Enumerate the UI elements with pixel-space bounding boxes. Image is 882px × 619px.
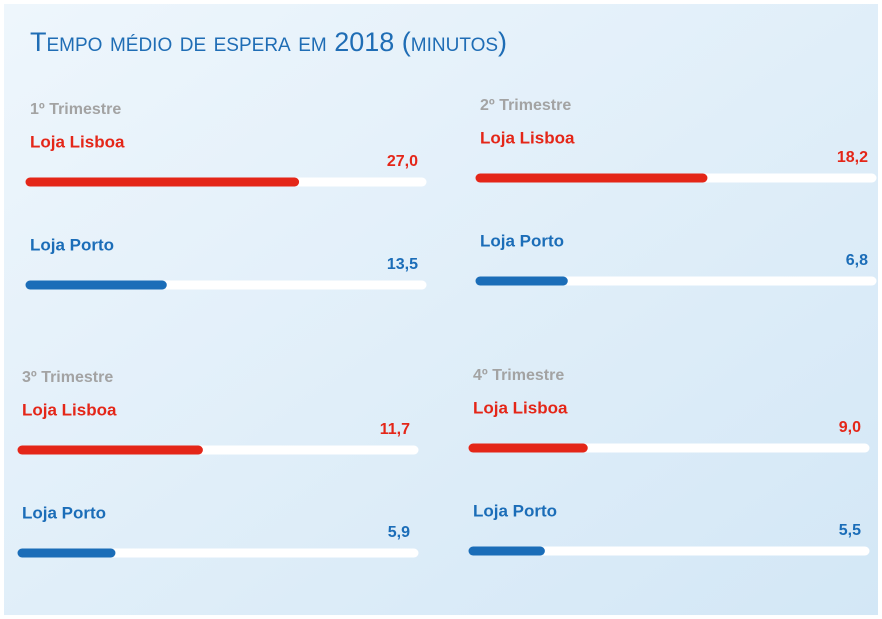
background bbox=[4, 4, 878, 615]
category-label: Loja Lisboa bbox=[30, 132, 125, 151]
category-label: Loja Porto bbox=[30, 235, 114, 254]
value-label: 6,8 bbox=[846, 252, 868, 269]
page-title: Tempo médio de espera em 2018 (minutos) bbox=[30, 27, 507, 57]
category-label: Loja Lisboa bbox=[480, 128, 575, 147]
value-label: 11,7 bbox=[380, 421, 410, 438]
panel-title: 1º Trimestre bbox=[30, 101, 121, 118]
category-label: Loja Porto bbox=[480, 231, 564, 250]
value-label: 27,0 bbox=[387, 153, 418, 170]
value-label: 9,0 bbox=[839, 419, 861, 436]
category-label: Loja Porto bbox=[473, 501, 557, 520]
value-label: 18,2 bbox=[837, 149, 868, 166]
category-label: Loja Porto bbox=[22, 503, 106, 522]
value-label: 13,5 bbox=[387, 256, 418, 273]
value-label: 5,9 bbox=[388, 524, 410, 541]
panel-title: 2º Trimestre bbox=[480, 97, 571, 114]
category-label: Loja Lisboa bbox=[22, 400, 117, 419]
panel-title: 3º Trimestre bbox=[22, 369, 113, 386]
value-label: 5,5 bbox=[839, 522, 861, 539]
panel-title: 4º Trimestre bbox=[473, 367, 564, 384]
category-label: Loja Lisboa bbox=[473, 398, 568, 417]
